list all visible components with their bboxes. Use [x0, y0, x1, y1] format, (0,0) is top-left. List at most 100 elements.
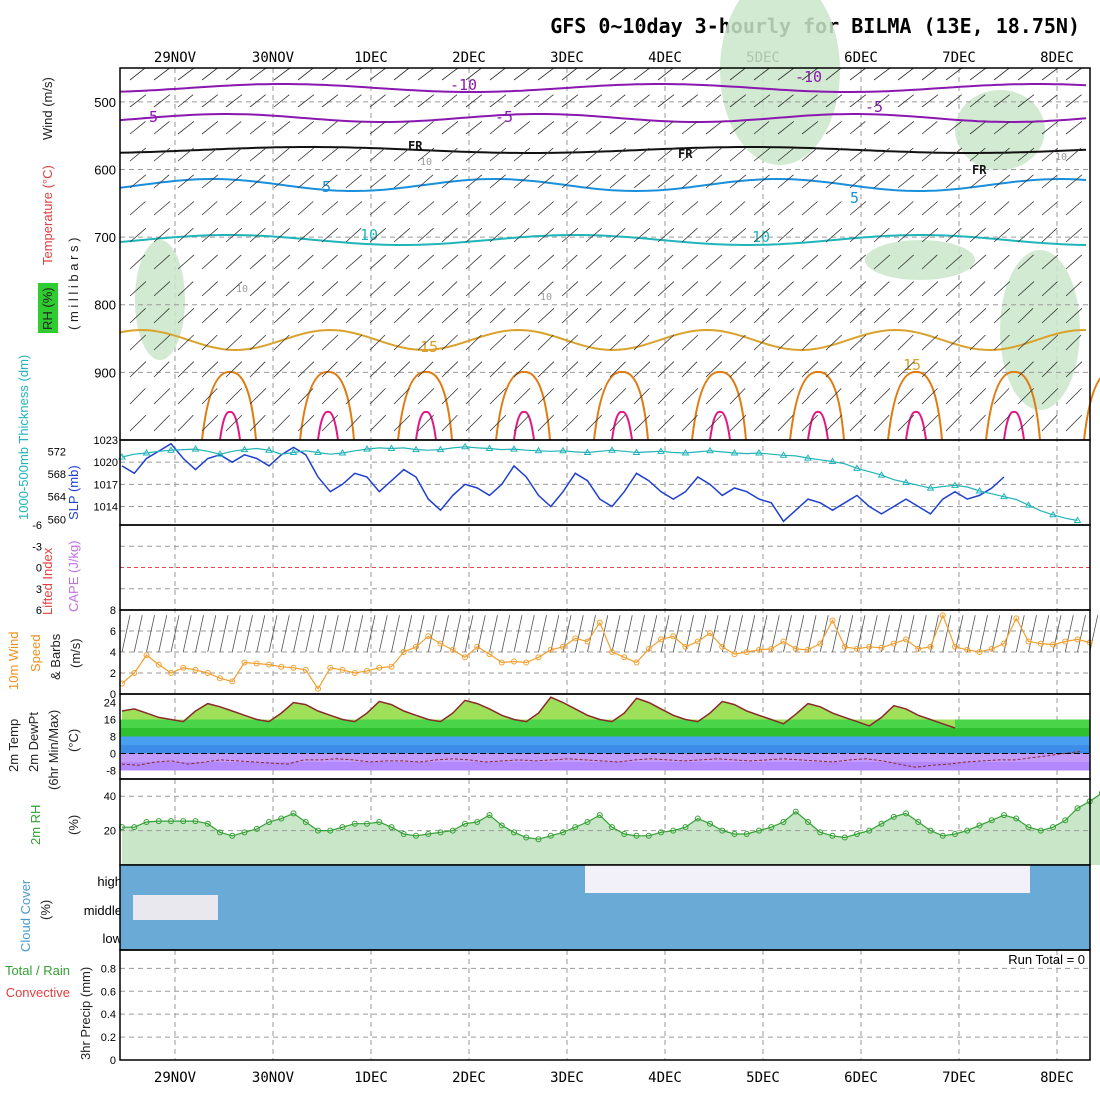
wind-barb: [321, 334, 339, 351]
wind-barb: [657, 414, 675, 432]
slp-tick: 1014: [94, 502, 118, 514]
wind-barb: [153, 281, 171, 297]
slp-tick: 1020: [94, 457, 118, 469]
rh2m-point: [364, 820, 370, 827]
wind-barb: [753, 94, 771, 108]
wind-barb: [345, 388, 363, 405]
wind-barb: [849, 67, 866, 81]
wind-barb: [177, 121, 195, 135]
contour-label: 15: [903, 356, 921, 374]
wind-barb: [489, 308, 506, 324]
wind10-barb: [721, 615, 731, 653]
wind-barb: [873, 147, 890, 162]
wind10-speed-point: [841, 643, 848, 650]
pressure-tick-label: 700: [94, 230, 116, 245]
rh2m-point: [315, 827, 321, 834]
upper-ylabel-wind: Wind (m/s): [40, 77, 55, 140]
rh2m-point: [596, 812, 603, 819]
wind-barb: [201, 414, 219, 432]
wind-barb: [1065, 174, 1083, 189]
wind-barb: [297, 174, 315, 189]
wind-barb: [153, 227, 170, 243]
wind-barb: [1065, 121, 1083, 135]
wind-barb: [969, 414, 986, 432]
wind10-speed-point: [180, 664, 187, 671]
day-label-top: 30NOV: [252, 50, 295, 66]
wind-barb: [897, 67, 914, 81]
contour-25: [905, 410, 927, 441]
wind-barb: [417, 414, 434, 432]
temp-ylabel-2: 2m DewPt: [26, 712, 41, 772]
wind10-speed-point: [927, 643, 934, 650]
wind-barb: [273, 281, 290, 297]
rh2m-point: [1074, 805, 1081, 812]
rh2m-point: [976, 822, 983, 829]
wind10-speed-point: [817, 640, 824, 647]
rh2m-point: [952, 831, 958, 838]
wind-barb: [849, 361, 866, 378]
wind-barb: [1041, 201, 1059, 216]
rh2m-point: [511, 829, 517, 836]
wind-barb: [873, 174, 890, 189]
temp-band: [120, 736, 1090, 745]
wind-barb: [585, 361, 602, 378]
wind10-speed-point: [756, 646, 762, 653]
wind-barb: [417, 361, 434, 378]
wind10-speed-point: [474, 643, 481, 650]
wind-barb: [1041, 414, 1058, 432]
wind10-barb: [1028, 615, 1037, 653]
wind-barb: [201, 254, 218, 270]
rh-legend-swatch: [38, 283, 58, 333]
rh2m-point: [560, 829, 566, 836]
wind-barb: [537, 361, 555, 378]
wind10-barb: [574, 615, 584, 653]
wind10-speed-point: [584, 638, 591, 645]
wind-barb: [753, 308, 770, 324]
rh2m-point: [241, 829, 248, 836]
wind10-barb: [832, 615, 841, 653]
wind-barb: [129, 94, 147, 108]
wind10-speed-point: [854, 645, 860, 652]
wind10-barb: [770, 615, 780, 653]
wind10-ylabel-2: Speed: [28, 634, 43, 672]
rh2m-point: [633, 832, 640, 839]
wind-barb: [441, 67, 459, 81]
wind-barb: [297, 201, 314, 216]
wind-barb: [681, 388, 699, 405]
wind-barb: [969, 281, 986, 297]
wind-barb: [153, 147, 171, 162]
wind-barb: [801, 94, 818, 108]
wind10-barb: [746, 615, 756, 653]
wind-barb: [921, 308, 938, 324]
contour-5: [119, 178, 1087, 193]
wind-barb: [369, 227, 387, 243]
temp-ylabel-3: (6hr Min/Max): [46, 710, 61, 790]
wind-barb: [153, 361, 170, 378]
contour-minus10: [119, 83, 1087, 93]
wind-barb: [441, 121, 459, 135]
thickness-marker: [730, 449, 739, 456]
rh2m-point: [707, 820, 713, 827]
wind-barb: [177, 308, 195, 324]
cloud-mid-partial: [133, 895, 218, 920]
wind-barb: [345, 121, 363, 135]
wind-barb: [561, 308, 578, 324]
wind-barb: [417, 67, 435, 81]
wind-barb: [945, 227, 962, 243]
wind-barb: [945, 361, 962, 378]
wind-barb: [873, 201, 891, 216]
wind-barb: [249, 361, 266, 378]
wind-barb: [537, 227, 554, 243]
wind-barb: [129, 201, 146, 216]
contour-label: 5: [322, 178, 331, 196]
wind10-barb: [133, 615, 143, 653]
wind10-barb: [305, 615, 315, 653]
wind10-speed-point: [523, 659, 530, 666]
cloud-ylabel-unit: (%): [38, 900, 53, 920]
thickness-marker: [142, 449, 151, 456]
wind10-speed-point: [364, 667, 370, 674]
wind-barb: [129, 361, 147, 378]
rh2m-point: [890, 813, 897, 820]
wind-barb: [513, 308, 530, 324]
wind-barb: [633, 334, 650, 351]
